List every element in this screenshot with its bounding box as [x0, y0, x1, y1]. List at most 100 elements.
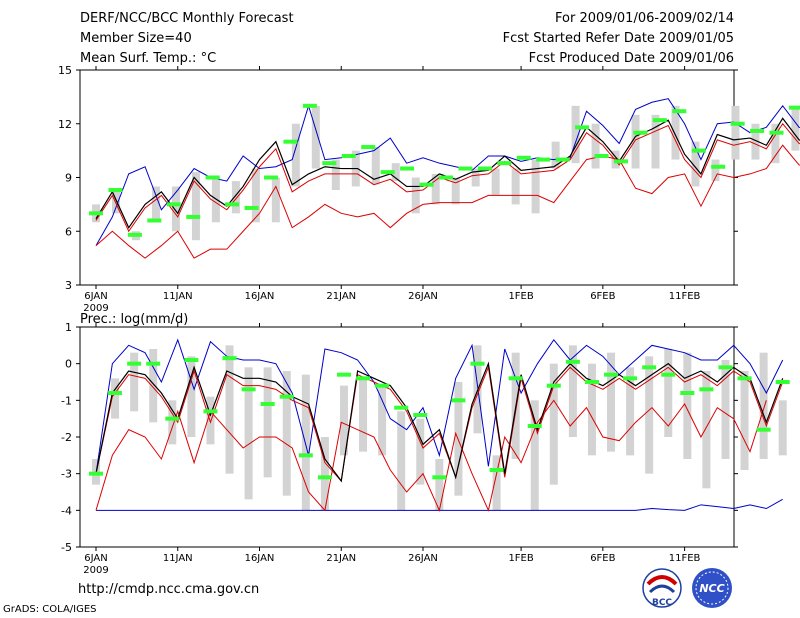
prec-spread-box	[168, 400, 177, 445]
refer-date: Fcst Started Refer Date 2009/01/05	[502, 31, 734, 46]
prec-member-line	[95, 365, 784, 483]
temp-spread-box	[731, 105, 740, 160]
prec-spread-box	[530, 400, 539, 511]
temp-spread-box	[651, 114, 660, 169]
temp-clim-marker	[419, 182, 434, 187]
prec-clim-marker	[737, 376, 752, 381]
temp-clim-marker	[594, 154, 609, 158]
chart-title: DERF/NCC/BCC Monthly Forecast	[80, 11, 294, 26]
temp-spread-box	[331, 159, 340, 191]
temp-spread-box	[251, 168, 260, 223]
temp-clim-marker	[575, 125, 590, 130]
prec-mean-line	[95, 361, 784, 483]
temp-spread-box	[451, 177, 460, 205]
temp-y-tick-label: 9	[65, 172, 72, 185]
temp-spread-box	[771, 123, 780, 164]
prec-clim-marker	[661, 372, 676, 377]
temp-clim-marker	[458, 166, 473, 171]
prec-x-year-label: 2009	[83, 565, 108, 576]
prec-spread-box	[740, 371, 749, 470]
temp-spread-box	[531, 159, 540, 214]
temp-spread-box	[411, 177, 420, 214]
prec-spread-box	[645, 356, 654, 474]
temp-spread-box	[751, 123, 760, 160]
prec-spread-box	[397, 411, 406, 511]
prec-clim-marker	[508, 376, 523, 381]
temp-clim-marker	[147, 218, 162, 223]
prec-spread-box	[549, 363, 558, 485]
temp-x-tick-label: 21JAN	[326, 291, 356, 302]
prec-clim-marker	[279, 394, 294, 399]
prec-clim-marker	[565, 359, 580, 364]
prec-x-tick-label: 11JAN	[163, 553, 193, 564]
prec-clim-marker	[241, 387, 256, 392]
prec-clim-marker	[623, 376, 638, 381]
temp-x-tick-label: 26JAN	[408, 291, 438, 302]
prec-spread-box	[130, 352, 139, 412]
grads-credit: GrADS: COLA/IGES	[3, 604, 97, 615]
temp-x-tick-label: 6FEB	[590, 291, 615, 302]
bcc-logo-text: BCC	[652, 598, 672, 608]
prec-spread-box	[435, 459, 444, 511]
prec-spread-box	[683, 352, 692, 459]
prec-x-tick-label: 16JAN	[245, 553, 275, 564]
temp-clim-marker	[225, 202, 240, 207]
temp-x-tick-label: 11JAN	[163, 291, 193, 302]
header-right: For 2009/01/06-2009/02/14 Fcst Started R…	[503, 10, 734, 70]
temp-clim-marker	[263, 175, 278, 180]
prec-clim-marker	[356, 376, 371, 381]
prec-clim-marker	[203, 409, 218, 414]
prec-spread-box	[568, 345, 577, 437]
prec-x-tick-label: 1FEB	[508, 553, 533, 564]
temp-clim-marker	[516, 155, 531, 160]
temp-spread-box	[371, 147, 380, 185]
temp-spread-box	[151, 186, 160, 223]
prec-min-line	[95, 399, 767, 512]
prec-spread-box	[359, 378, 368, 452]
prec-spread-box	[282, 371, 291, 496]
prec-clim-marker	[317, 475, 332, 480]
prec-clim-marker	[298, 453, 313, 458]
prec-clim-marker	[527, 424, 542, 428]
temp-y-tick-label: 6	[65, 225, 72, 238]
prec-clim-marker	[756, 427, 771, 432]
temp-spread-box	[111, 190, 120, 214]
temp-clim-marker	[652, 118, 667, 123]
temp-clim-marker	[555, 157, 570, 162]
prec-clim-marker	[584, 380, 599, 384]
prec-y-tick-label: 1	[65, 321, 72, 334]
prec-x-tick-label: 6JAN	[84, 553, 107, 564]
prec-clim-marker	[89, 471, 103, 476]
temp-spread-box	[191, 172, 200, 241]
prec-spread-box	[149, 349, 158, 423]
prec-y-tick-label: -4	[61, 504, 72, 517]
website-url[interactable]: http://cmdp.ncc.cma.gov.cn	[78, 582, 260, 597]
prec-clim-marker	[699, 387, 714, 392]
prec-spread-box	[187, 356, 196, 437]
prec-spread-box	[111, 378, 120, 419]
temp-clim-marker	[497, 161, 512, 166]
prec-spread-box	[759, 352, 768, 459]
bcc-logo: BCC	[642, 568, 682, 608]
prec-clim-marker	[127, 361, 142, 366]
prec-clim-marker	[470, 361, 485, 366]
temp-spread-box	[231, 181, 240, 214]
temp-spread-box	[211, 177, 220, 223]
prec-x-tick-label: 6FEB	[590, 553, 615, 564]
prec-spread-box	[607, 352, 616, 452]
temp-spread-box	[171, 186, 180, 232]
temp-clim-marker	[89, 211, 103, 216]
temp-clim-marker	[400, 166, 415, 171]
temp-spread-box	[711, 159, 720, 182]
prec-clim-marker	[546, 383, 561, 388]
prec-spread-box	[626, 367, 635, 456]
temp-clim-marker	[322, 161, 337, 166]
ncc-logo-text: NCC	[699, 582, 724, 595]
temp-clim-marker	[711, 164, 726, 169]
prec-spread-box	[416, 418, 425, 485]
temp-clim-marker	[750, 128, 765, 133]
prec-clim-marker	[432, 475, 447, 480]
temp-spread-box	[691, 141, 700, 187]
produced-date: Fcst Produced Date 2009/01/06	[528, 51, 734, 66]
prec-spread-box	[721, 360, 730, 459]
